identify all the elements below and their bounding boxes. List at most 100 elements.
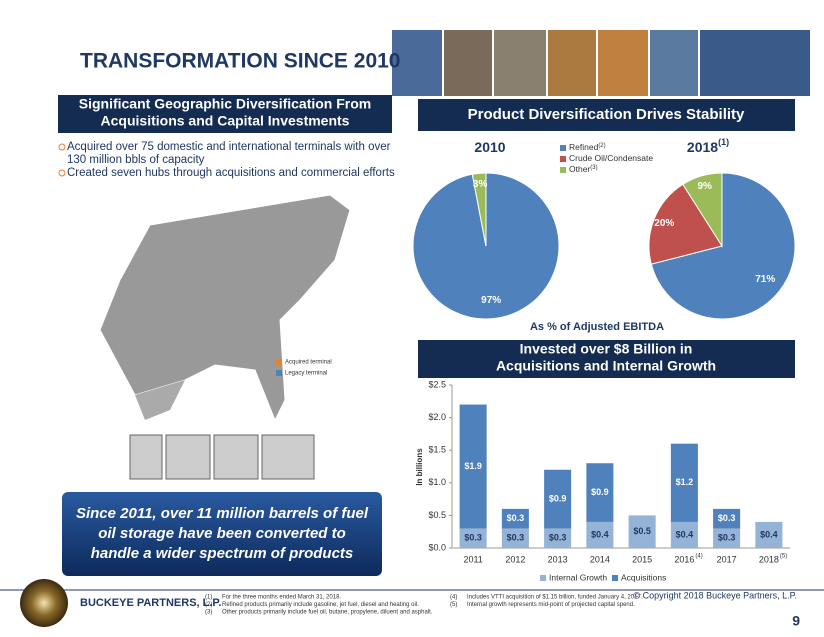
x-tick-label: 2013 [548,554,568,564]
company-name: BUCKEYE PARTNERS, L.P. [80,597,221,609]
bar [713,528,741,548]
bar [670,521,698,548]
x-tick-label: 2017 [717,554,737,564]
legend-text: Crude Oil/Condensate [569,153,653,163]
pie-title-note: (1) [718,137,729,147]
legend-swatch [612,575,618,581]
bar [628,515,656,548]
bar-label: $1.9 [464,461,482,471]
x-tick-note: (5) [780,554,787,560]
bar-label: $0.3 [549,533,567,543]
bar-label: $0.5 [633,526,651,536]
bar-label: $0.4 [591,529,609,539]
bar-heading: Acquisitions and Internal Growth [496,358,716,374]
callout-text: oil storage have been converted to [98,525,346,542]
footnote-mark: (3) [205,610,212,616]
copyright: © Copyright 2018 Buckeye Partners, L.P. [633,590,797,600]
bar [713,508,741,529]
y-tick-label: $1.0 [428,477,446,487]
pie-title-text: 2010 [474,139,505,155]
legend-note: (3) [590,165,597,171]
footnote-text: For the three months ended March 31, 201… [222,595,341,601]
map-legend-text: Acquired terminal [285,360,332,366]
legend-text: Refined(2) [569,142,606,152]
bar-label: $0.3 [464,533,482,543]
x-tick-label: 2011 [463,554,482,564]
y-tick-label: $2.0 [428,412,446,422]
footnote-text: Other products primarily include fuel oi… [222,610,433,616]
left-heading-box [58,95,392,133]
footnote-mark: (2) [205,602,212,608]
callout-text: Since 2011, over 11 million barrels of f… [76,505,369,522]
legend-swatch [560,156,566,162]
x-tick-label: 2012 [505,554,525,564]
pie-label: 71% [755,274,775,285]
y-tick-label: $0.0 [428,542,446,552]
slide-title: TRANSFORMATION SINCE 2010 [80,50,401,73]
photo-strip [392,30,810,96]
bar [501,508,529,529]
legend-text: Acquisitions [621,572,666,582]
footnote-mark: (5) [450,602,457,608]
x-tick-label: 2015 [632,554,652,564]
bar-label: $0.3 [718,533,736,543]
bar-label: $0.9 [591,487,609,497]
pie-caption: As % of Adjusted EBITDA [530,321,664,333]
pie-title: 2010 [474,139,505,155]
bar [586,521,614,548]
right-heading-box [418,99,795,131]
bar-label: $0.4 [676,529,694,539]
footnote-text: Refined products primarily include gasol… [222,602,419,608]
legend-swatch [540,575,546,581]
callout-text: handle a wider spectrum of products [91,545,354,562]
bar [544,469,572,529]
bar-label: $0.4 [760,529,778,539]
bar-label: $0.9 [549,493,567,503]
bar-label: $0.3 [507,533,525,543]
map [99,194,351,480]
legend-swatch [560,167,566,173]
bar-heading: Invested over $8 Billion in [520,341,693,357]
left-heading: Acquisitions and Capital Investments [101,113,350,129]
x-tick-note: (4) [695,554,702,560]
y-axis-label: In billions [415,448,424,486]
x-tick-label: 2014 [590,554,610,564]
pie-slice [471,172,487,247]
legend-label: Crude Oil/Condensate [569,153,653,163]
pie-title: 2018(1) [687,137,729,154]
pie-label: 9% [697,181,712,192]
bullet-text: 130 million bbls of capacity [67,154,205,166]
map-legend-text: Legacy terminal [285,371,327,377]
footnote-mark: (1) [205,595,212,601]
legend-swatch [560,145,566,151]
pie-slice [682,172,723,248]
bar-label: $0.3 [718,513,736,523]
logo [20,579,68,627]
x-tick-label: 2016 [674,554,694,564]
bar-heading-box [418,340,795,378]
bar [459,528,487,548]
bar-label: $1.2 [676,477,694,487]
callout-box [62,492,382,576]
footnote-text: Includes VTTI acquisition of $1.15 billi… [467,595,643,601]
bar [501,528,529,548]
bullet-marker [58,143,66,151]
left-heading: Significant Geographic Diversification F… [79,96,372,112]
page-number: 9 [792,613,800,629]
legend-label: Refined [569,142,599,152]
bar [670,443,698,522]
right-heading: Product Diversification Drives Stability [468,106,745,123]
footnote-text: Internal growth represents mid-point of … [467,602,635,608]
y-tick-label: $2.5 [428,379,446,389]
pie-label: 3% [473,179,488,190]
pie-label: 97% [481,295,501,306]
x-tick-label: 2018 [759,554,779,564]
pie-title-text: 2018 [687,139,718,155]
legend-label: Other [569,164,590,174]
pie-slice [648,183,723,265]
legend-text: Internal Growth [549,572,607,582]
bullet-marker [58,169,66,177]
legend-note: (2) [598,143,605,149]
bullet-text: Created seven hubs through acquisitions … [67,167,395,179]
